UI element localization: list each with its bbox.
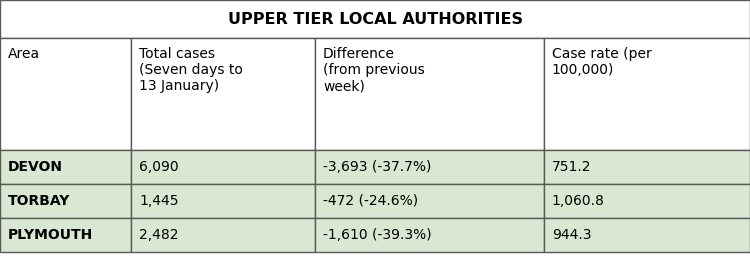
Bar [0,0,750,38]
Text: DEVON: DEVON [8,160,63,174]
Text: Area: Area [8,47,40,61]
Text: UPPER TIER LOCAL AUTHORITIES: UPPER TIER LOCAL AUTHORITIES [227,12,523,27]
Bar [544,150,750,184]
Bar [315,38,544,150]
Bar [131,218,315,252]
Text: Case rate (per
100,000): Case rate (per 100,000) [552,47,652,77]
Text: 944.3: 944.3 [552,228,591,242]
Bar [0,184,131,218]
Bar [544,218,750,252]
Bar [131,38,315,150]
Text: Difference
(from previous
week): Difference (from previous week) [323,47,424,93]
Bar [0,218,131,252]
Text: PLYMOUTH: PLYMOUTH [8,228,93,242]
Text: 1,060.8: 1,060.8 [552,194,604,208]
Text: -1,610 (-39.3%): -1,610 (-39.3%) [323,228,432,242]
Text: TORBAY: TORBAY [8,194,70,208]
Bar [315,218,544,252]
Text: 6,090: 6,090 [140,160,178,174]
Text: -472 (-24.6%): -472 (-24.6%) [323,194,419,208]
Text: Total cases
(Seven days to
13 January): Total cases (Seven days to 13 January) [140,47,243,93]
Text: 751.2: 751.2 [552,160,591,174]
Bar [0,150,131,184]
Text: 1,445: 1,445 [140,194,178,208]
Bar [315,150,544,184]
Bar [315,184,544,218]
Bar [544,184,750,218]
Text: -3,693 (-37.7%): -3,693 (-37.7%) [323,160,431,174]
Bar [131,150,315,184]
Bar [0,38,131,150]
Bar [131,184,315,218]
Bar [544,38,750,150]
Text: 2,482: 2,482 [140,228,178,242]
